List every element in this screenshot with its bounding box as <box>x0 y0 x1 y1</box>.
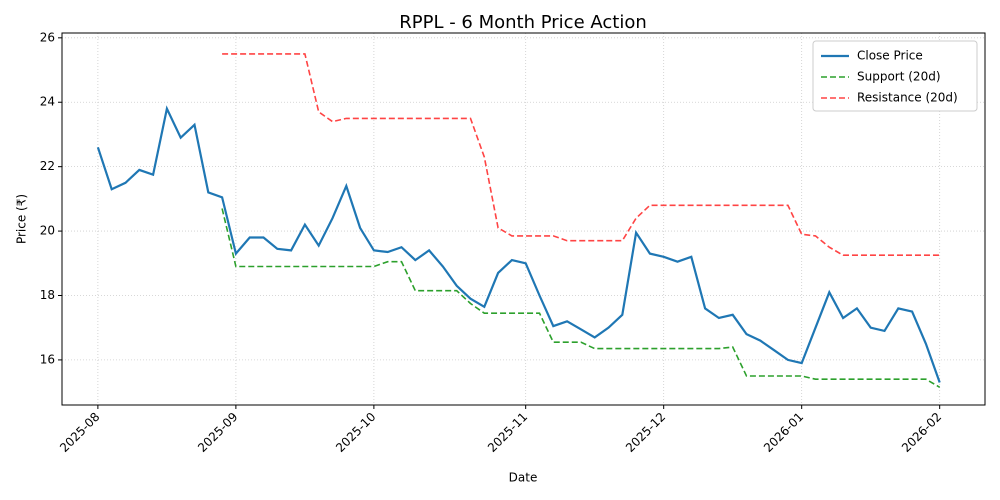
x-tick-label: 2025-11 <box>485 410 530 455</box>
y-tick-label: 20 <box>40 224 55 238</box>
legend-label: Resistance (20d) <box>857 91 958 105</box>
plot-frame <box>61 32 986 406</box>
x-tick-label: 2025-08 <box>57 410 102 455</box>
x-tick-label: 2025-09 <box>195 410 240 455</box>
series-line <box>221 208 941 388</box>
legend-label: Support (20d) <box>857 70 941 84</box>
series-line <box>96 105 941 383</box>
y-tick-label: 22 <box>40 159 55 173</box>
x-tick-label: 2025-10 <box>333 410 378 455</box>
y-tick-label: 16 <box>40 352 55 366</box>
legend-label: Close Price <box>857 49 923 63</box>
x-tick-label: 2026-02 <box>899 410 944 455</box>
y-tick-label: 24 <box>40 95 55 109</box>
y-axis-label: Price (₹) <box>15 194 29 244</box>
y-tick-label: 26 <box>40 30 55 44</box>
x-tick-label: 2025-12 <box>623 410 668 455</box>
chart-title: RPPL - 6 Month Price Action <box>399 12 647 33</box>
x-axis-label: Date <box>509 471 538 485</box>
series-line <box>222 53 940 256</box>
y-tick-label: 18 <box>40 288 55 302</box>
x-tick-label: 2026-01 <box>761 410 806 455</box>
legend-box <box>812 40 978 112</box>
